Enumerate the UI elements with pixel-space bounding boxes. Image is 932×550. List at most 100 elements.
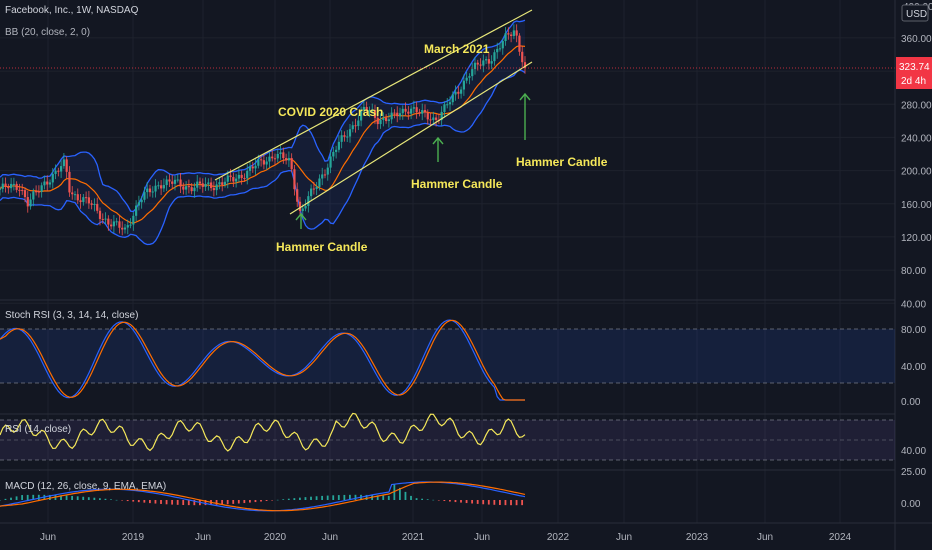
stoch-tick-80: 80.00 (901, 325, 926, 336)
candle-body (210, 182, 213, 189)
candle-body (276, 153, 279, 159)
candle-body (504, 33, 507, 42)
candle-body (226, 175, 229, 182)
annotation-covid-crash: COVID 2020 Crash (278, 105, 383, 119)
macd-histogram-bar (176, 500, 179, 505)
bollinger-upper-band (0, 19, 526, 213)
macd-histogram-bar (271, 500, 274, 501)
macd-histogram-bar (193, 500, 196, 506)
candle-body (418, 112, 421, 114)
candle-body (332, 151, 335, 157)
candle-body (112, 221, 115, 227)
macd-histogram-bar (60, 495, 62, 500)
candle-body (368, 110, 371, 112)
candle-body (262, 160, 265, 165)
candle-body (243, 178, 246, 180)
candle-body (285, 158, 288, 161)
macd-histogram-bar (137, 500, 140, 503)
candle-body (393, 112, 396, 114)
candle-body (229, 175, 232, 178)
macd-histogram-bar (426, 499, 429, 500)
macd-histogram-bar (121, 500, 124, 501)
candle-body (271, 156, 274, 159)
currency-label: USD (906, 9, 927, 20)
candle-body (48, 182, 52, 185)
candle-body (415, 107, 418, 113)
bar-countdown: 2d 4h (901, 76, 926, 87)
candle-body (168, 179, 171, 182)
price-tick-label: 160.00 (901, 200, 932, 211)
stoch-rsi-panel (0, 319, 895, 401)
candle-body (126, 225, 129, 228)
macd-histogram-bar (354, 494, 357, 500)
candle-body (396, 112, 399, 117)
macd-histogram-bar (399, 487, 401, 500)
macd-histogram-bar (349, 494, 351, 500)
macd-histogram-bar (143, 500, 146, 503)
candle-body (501, 41, 504, 49)
macd-histogram-bar (482, 500, 485, 505)
macd-histogram-bar (315, 496, 318, 500)
candle-body (343, 135, 346, 137)
candlesticks (0, 24, 527, 236)
macd-histogram-bar (260, 500, 262, 502)
macd-signal-line (0, 481, 526, 512)
candle-body (223, 181, 227, 185)
macd-histogram-bar (32, 494, 35, 500)
macd-histogram-bar (165, 500, 168, 505)
candle-body (337, 141, 340, 150)
candle-body (321, 174, 324, 179)
channel-upper-line (214, 9, 533, 181)
candle-body (107, 218, 110, 225)
candle-body (485, 59, 488, 61)
macd-histogram-bar (21, 495, 24, 500)
price-tick-label: 200.00 (901, 167, 932, 178)
candle-body (110, 224, 113, 227)
currency-button[interactable]: USD (901, 4, 929, 22)
candle-body (51, 173, 54, 183)
candle-body (293, 169, 296, 190)
candle-body (310, 188, 313, 197)
macd-histogram-bar (332, 495, 335, 500)
candle-body (404, 108, 407, 112)
candle-body (65, 159, 68, 172)
candle-body (40, 185, 43, 192)
candle-body (101, 218, 104, 220)
candle-body (390, 112, 393, 120)
rsi-label: RSI (14, close) (5, 424, 71, 435)
candle-body (12, 183, 15, 185)
last-price-badge: 323.74 2d 4h (896, 57, 932, 89)
annotation-march-2021: March 2021 (424, 42, 490, 56)
rsi-panel (0, 412, 895, 461)
macd-histogram-bar (93, 497, 96, 500)
hammer-arrows (295, 92, 531, 229)
candle-body (90, 203, 93, 205)
candle-body (190, 187, 193, 192)
macd-histogram-bar (404, 491, 407, 500)
candle-body (446, 104, 449, 106)
macd-histogram-bar (65, 495, 68, 500)
candle-body (62, 159, 65, 167)
candle-body (515, 30, 518, 36)
annotation-hammer-1: Hammer Candle (276, 240, 368, 254)
arrow-up-icon (432, 136, 444, 162)
macd-histogram-bar (504, 500, 507, 506)
candle-body (421, 110, 424, 114)
candle-body (115, 221, 118, 223)
stoch-k-line (0, 319, 525, 401)
stoch-tick-0: 0.00 (901, 397, 921, 408)
candle-body (468, 76, 471, 78)
time-tick-label: 2019 (122, 532, 145, 543)
candle-body (454, 91, 457, 95)
time-axis[interactable]: Jun 2019 Jun 2020 Jun 2021 Jun 2022 Jun 2023 Jun 20… (40, 532, 852, 543)
candle-body (346, 136, 349, 138)
candle-body (357, 120, 360, 127)
macd-histogram-bar (4, 498, 7, 500)
time-tick-label: 2023 (686, 532, 709, 543)
candle-body (193, 187, 196, 192)
candle-body (371, 110, 374, 112)
macd-histogram-bar (471, 500, 474, 504)
candle-body (460, 89, 463, 94)
candle-body (121, 227, 124, 230)
